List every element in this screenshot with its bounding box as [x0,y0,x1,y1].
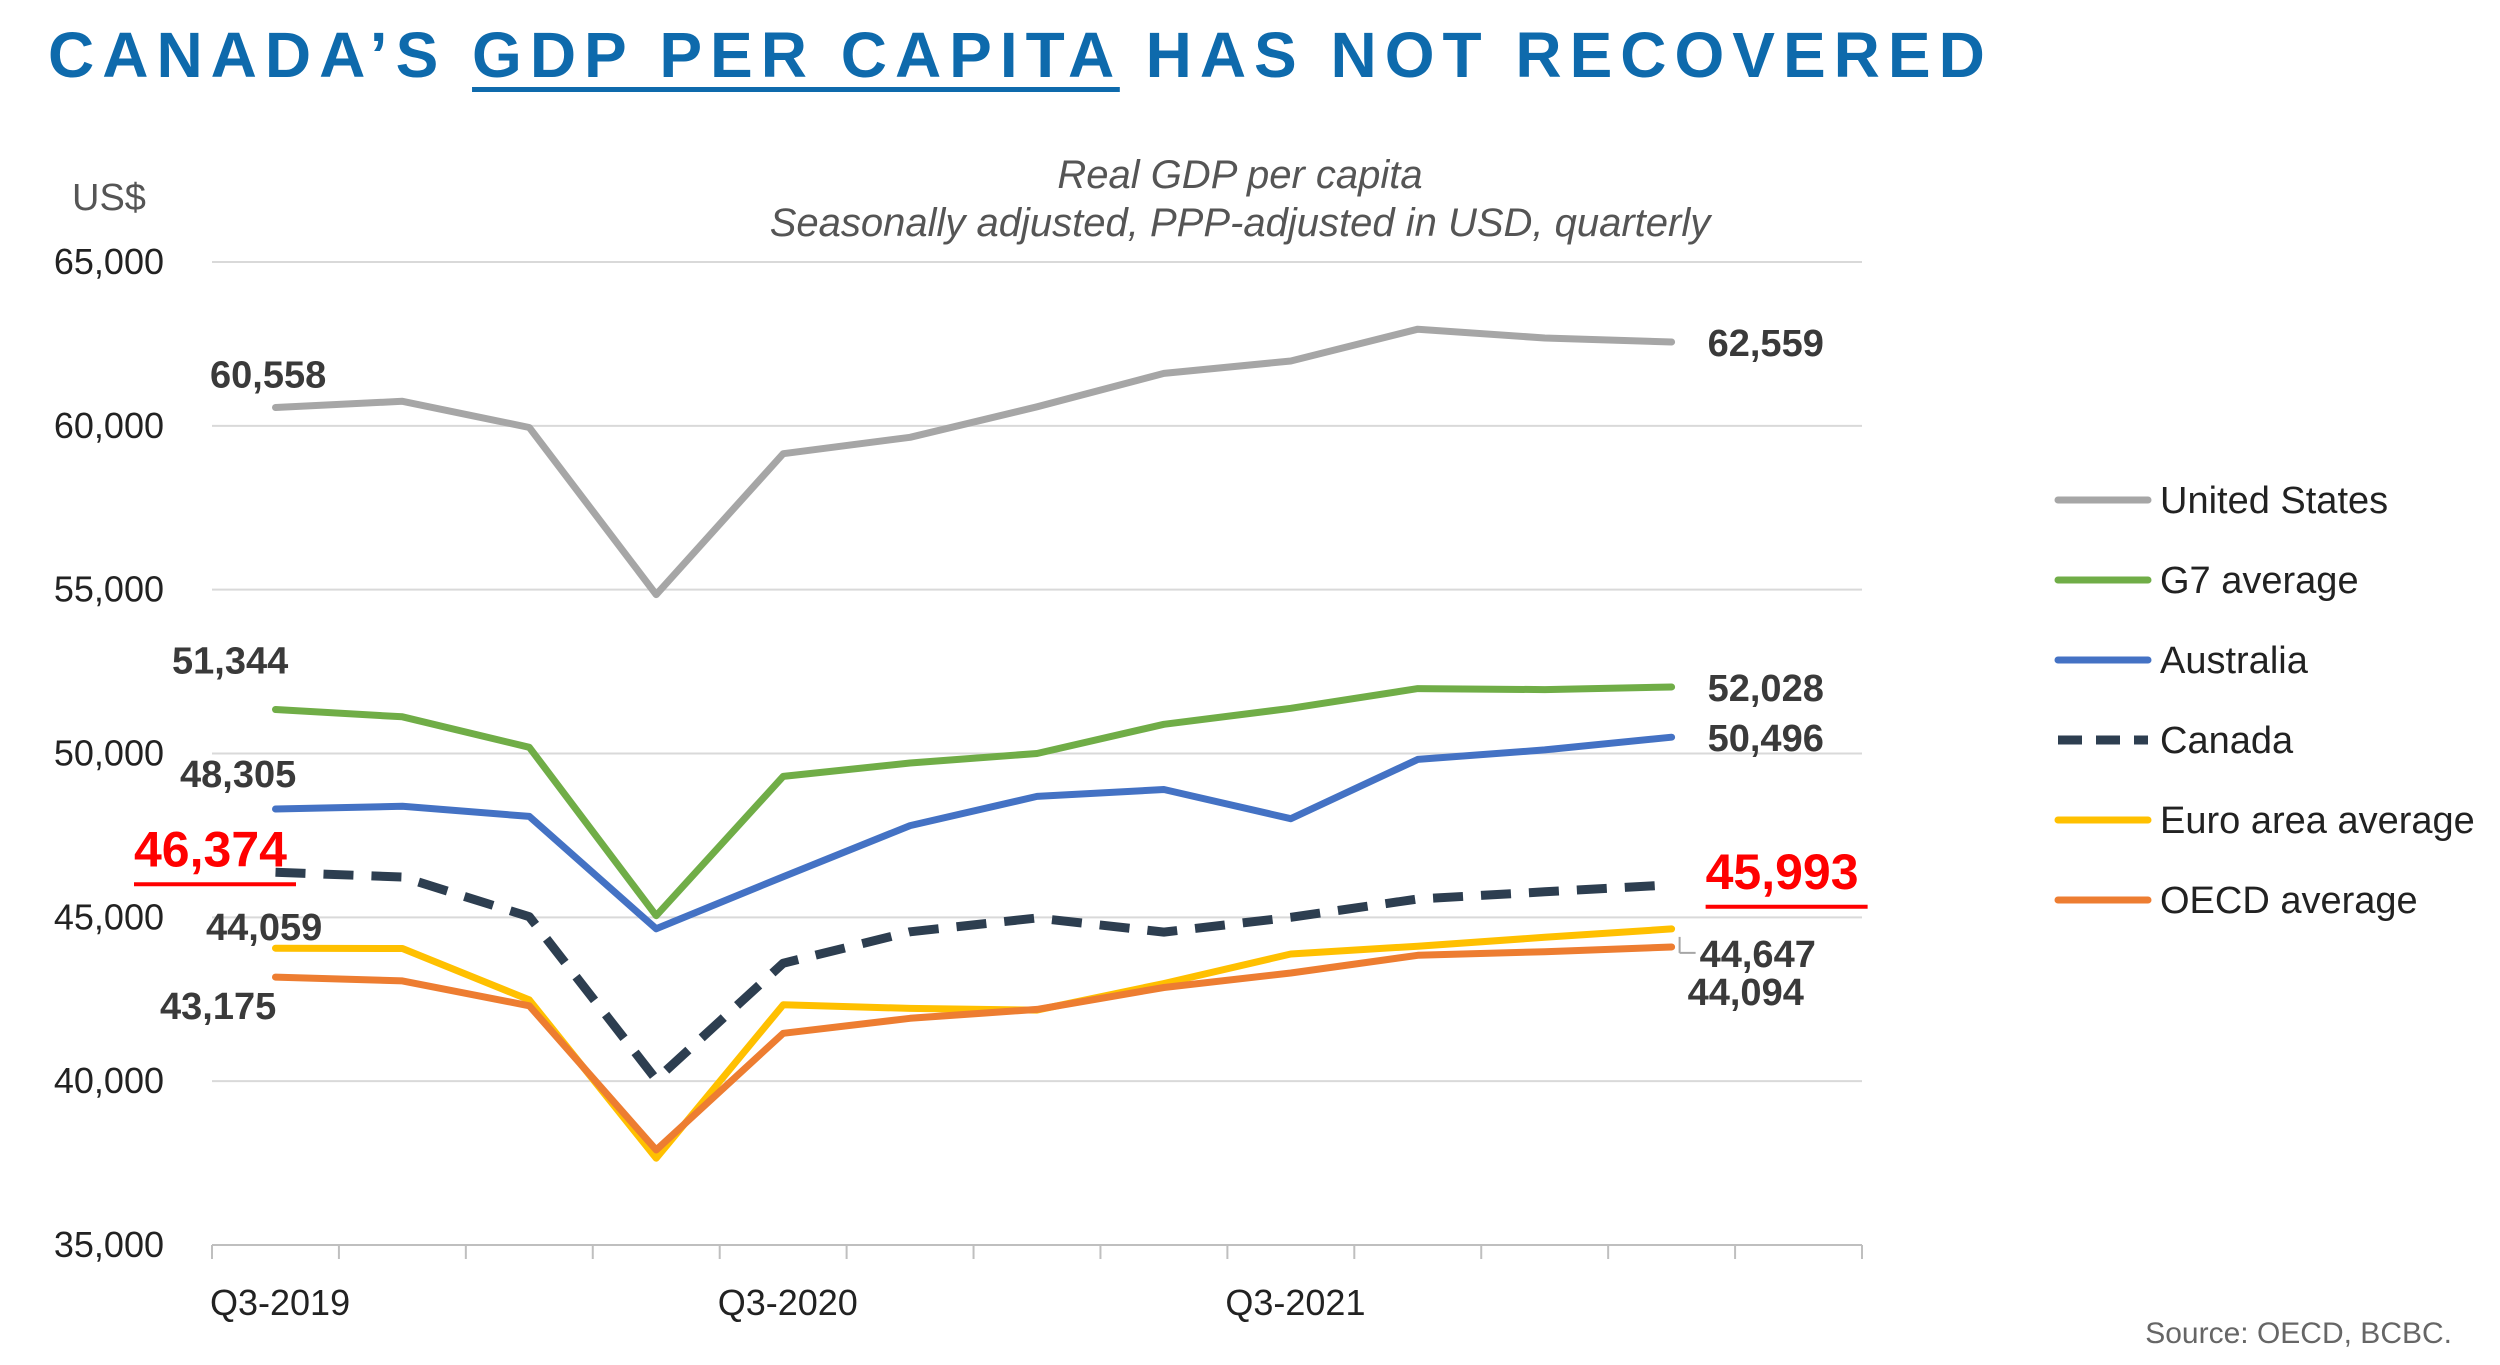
legend-label-united-states: United States [2160,480,2388,522]
grid-lines [212,261,1862,1083]
title-suffix: HAS NOT RECOVERED [1119,19,1993,91]
start-label-canada: 46,374 [134,821,287,877]
title-prefix: CANADA’S [48,19,473,91]
x-tick-label: Q3-2021 [1225,1282,1365,1323]
y-tick-label: 50,000 [54,733,164,774]
series-line-oecd-average [272,943,1676,1154]
slide-title: CANADA’S GDP PER CAPITA HAS NOT RECOVERE… [48,18,1993,92]
x-tick-label: Q3-2020 [718,1282,858,1323]
title-highlight: GDP PER CAPITA [472,19,1120,91]
y-tick-label: 35,000 [54,1224,164,1265]
end-label-canada: 45,993 [1706,844,1859,900]
end-label-euro-area-average: 44,647 [1700,934,1816,976]
legend-label-euro-area-average: Euro area average [2160,800,2475,842]
legend-label-g7-average: G7 average [2160,560,2359,602]
end-label-oecd-average: 44,094 [1688,972,1804,1014]
y-axis-unit: US$ [72,177,146,219]
start-label-united-states: 60,558 [210,355,326,397]
series-line-euro-area-average [272,925,1676,1162]
series-line-australia [272,733,1676,933]
series-line-united-states [272,325,1676,599]
chart-legend: United States G7 average Australia Canada Eu… [2054,480,2475,922]
axes: 35,000 40,000 45,000 50,000 55,000 60,000 65,0… [54,241,1863,1323]
legend-label-canada: Canada [2160,720,2294,762]
start-label-euro-area-average: 44,059 [206,907,322,949]
y-tick-label: 40,000 [54,1060,164,1101]
y-tick-label: 55,000 [54,569,164,610]
start-label-g7-average: 51,344 [172,640,288,682]
y-tick-label: 65,000 [54,241,164,282]
legend-label-australia: Australia [2160,640,2309,682]
source-note: Source: OECD, BCBC. [2145,1317,2452,1350]
end-label-united-states: 62,559 [1708,323,1824,365]
series-line-canada [275,867,1672,1084]
end-label-australia: 50,496 [1708,718,1824,760]
series-lines [272,325,1676,1162]
start-label-australia: 48,305 [180,754,296,796]
x-tick-label: Q3-2019 [210,1282,350,1323]
y-tick-label: 60,000 [54,405,164,446]
end-label-g7-average: 52,028 [1708,668,1824,710]
series-line-g7-average [272,683,1676,920]
start-label-oecd-average: 43,175 [160,986,276,1028]
y-tick-label: 45,000 [54,896,164,937]
legend-label-oecd-average: OECD average [2160,880,2418,922]
chart-subtitle: Seasonally adjusted, PPP-adjusted in USD… [770,201,1714,245]
data-labels: 60,558 62,559 51,344 52,028 48,305 50,496 46,3… [134,323,1868,1028]
chart-title: Real GDP per capita [1057,153,1422,197]
